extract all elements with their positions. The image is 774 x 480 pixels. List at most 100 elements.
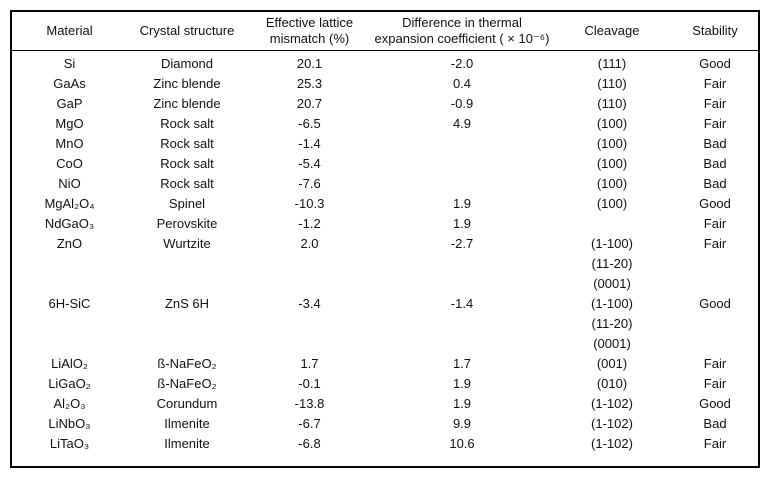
cell-mismatch: 20.7: [296, 96, 323, 111]
cell-stability: Fair: [703, 356, 727, 371]
cell-mismatch: -13.8: [294, 396, 325, 411]
cell-diff: [372, 174, 552, 194]
column-header: Effective lattice mismatch (%): [247, 12, 372, 51]
cleavage-plane: (0001): [593, 336, 631, 351]
cleavage-plane: (0001): [593, 276, 631, 291]
cell-diff: -2.7: [450, 236, 474, 251]
cell-material: MgO: [55, 116, 84, 131]
cell-mismatch: -1.4: [298, 136, 321, 151]
cell-material: Al₂O₃: [53, 396, 86, 411]
cell-diff: 1.9: [452, 396, 472, 411]
cleavage-plane: (1-102): [591, 416, 633, 431]
cell-cleavage: (100): [552, 174, 672, 194]
cell-cleavage: (1-100) (11-20) (0001): [552, 294, 672, 354]
cell-material: LiAlO₂: [51, 356, 88, 371]
cell-mismatch: -0.1: [298, 376, 321, 391]
cell-material: GaAs: [53, 76, 86, 91]
cleavage-plane: (001): [596, 356, 628, 371]
cleavage-plane: (100): [596, 156, 628, 171]
cleavage-plane: (11-20): [591, 316, 633, 331]
cell-structure: Wurtzite: [163, 236, 211, 251]
cell-cleavage: (010): [552, 374, 672, 394]
table-row: MgAl₂O₄ Spinel -10.3 1.9 (100) Good: [12, 194, 758, 214]
table-row: NdGaO₃ Perovskite -1.2 1.9 Fair: [12, 214, 758, 234]
table-row: LiGaO₂ ß-NaFeO₂ -0.1 1.9 (010) Fair: [12, 374, 758, 394]
cell-diff: -2.0: [450, 56, 474, 71]
cell-cleavage: (111): [552, 51, 672, 75]
cell-material: MgAl₂O₄: [44, 196, 95, 211]
cleavage-plane: (100): [596, 196, 628, 211]
cell-material: ZnO: [56, 236, 83, 251]
cell-diff: 0.4: [452, 76, 472, 91]
cell-stability: Fair: [703, 216, 727, 231]
cleavage-plane: (1-100): [591, 236, 633, 251]
cleavage-plane: (1-102): [591, 436, 633, 451]
table-row: LiTaO₃ Ilmenite -6.8 10.6 (1-102) Fair: [12, 434, 758, 454]
cell-structure: Diamond: [160, 56, 214, 71]
cell-material: LiNbO₃: [48, 416, 91, 431]
cell-diff: 1.7: [452, 356, 472, 371]
column-header: Crystal structure: [127, 12, 247, 51]
cell-diff: 1.9: [452, 376, 472, 391]
cell-diff: -0.9: [450, 96, 474, 111]
cell-stability: Good: [699, 56, 731, 71]
cell-mismatch: 20.1: [296, 56, 323, 71]
cell-structure: Ilmenite: [164, 416, 210, 431]
cell-stability: Good: [699, 296, 731, 311]
cell-structure: Rock salt: [160, 176, 214, 191]
cell-material: MnO: [55, 136, 84, 151]
cell-cleavage: [552, 214, 672, 234]
cell-cleavage: (110): [552, 94, 672, 114]
cell-stability: Fair: [703, 236, 727, 251]
cell-material: LiGaO₂: [48, 376, 91, 391]
cleavage-plane: (110): [597, 76, 627, 91]
table-row: Al₂O₃ Corundum -13.8 1.9 (1-102) Good: [12, 394, 758, 414]
cell-mismatch: -10.3: [294, 196, 325, 211]
cell-cleavage: (100): [552, 114, 672, 134]
cell-cleavage: (100): [552, 134, 672, 154]
cell-stability: Good: [699, 196, 731, 211]
cell-stability: Fair: [703, 436, 727, 451]
cleavage-plane: (100): [596, 116, 628, 131]
cleavage-plane: (100): [596, 176, 628, 191]
cleavage-plane: (111): [597, 56, 627, 71]
cell-mismatch: 1.7: [300, 356, 319, 371]
cell-diff: [372, 154, 552, 174]
cell-cleavage: (100): [552, 154, 672, 174]
cell-structure: Zinc blende: [153, 96, 221, 111]
column-header: Cleavage: [552, 12, 672, 51]
table-body: Si Diamond 20.1 -2.0 (111) Good GaAs Zinc blend…: [12, 51, 758, 455]
cell-structure: Perovskite: [156, 216, 218, 231]
cell-cleavage: (1-100) (11-20) (0001): [552, 234, 672, 294]
cell-diff: 10.6: [449, 436, 475, 451]
cell-mismatch: 25.3: [296, 76, 323, 91]
cell-mismatch: -5.4: [298, 156, 321, 171]
column-header: Stability: [672, 12, 758, 51]
table-row: GaP Zinc blende 20.7 -0.9 (110) Fair: [12, 94, 758, 114]
cleavage-plane: (110): [597, 96, 627, 111]
cell-stability: Bad: [703, 176, 727, 191]
cell-material: Si: [63, 56, 76, 71]
cell-stability: Fair: [703, 96, 727, 111]
cell-structure: ß-NaFeO₂: [157, 356, 217, 371]
cell-stability: Fair: [703, 76, 727, 91]
cell-structure: Ilmenite: [164, 436, 210, 451]
table-row: MnO Rock salt -1.4 (100) Bad: [12, 134, 758, 154]
cell-stability: Bad: [703, 416, 727, 431]
cell-diff: [372, 134, 552, 154]
table-row: MgO Rock salt -6.5 4.9 (100) Fair: [12, 114, 758, 134]
cell-structure: Spinel: [168, 196, 206, 211]
table-row: LiAlO₂ ß-NaFeO₂ 1.7 1.7 (001) Fair: [12, 354, 758, 374]
cell-material: NdGaO₃: [44, 216, 95, 231]
cell-stability: Good: [699, 396, 731, 411]
table-row: NiO Rock salt -7.6 (100) Bad: [12, 174, 758, 194]
header-row: Material Crystal structure Effective latti…: [12, 12, 758, 51]
cell-diff: 1.9: [452, 196, 472, 211]
cell-structure: Corundum: [156, 396, 218, 411]
table-row: GaAs Zinc blende 25.3 0.4 (110) Fair: [12, 74, 758, 94]
cell-diff: -1.4: [450, 296, 474, 311]
cell-mismatch: -6.5: [298, 116, 321, 131]
cell-cleavage: (110): [552, 74, 672, 94]
cell-material: GaP: [56, 96, 83, 111]
table-row: CoO Rock salt -5.4 (100) Bad: [12, 154, 758, 174]
